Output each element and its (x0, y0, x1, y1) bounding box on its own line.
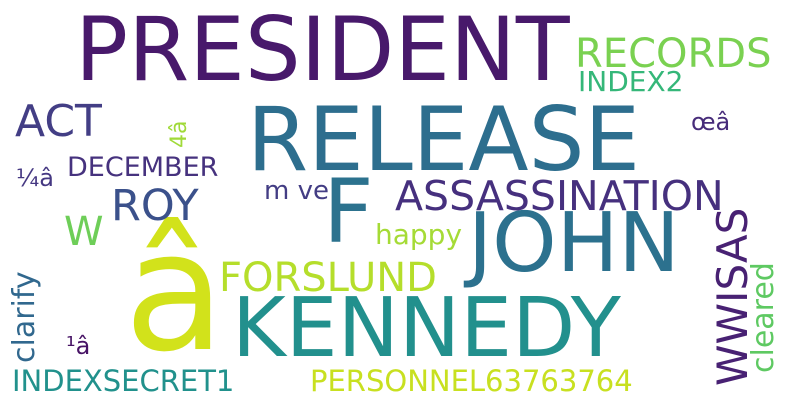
word-president: PRESIDENT (75, 0, 570, 101)
word-kennedy: KENNEDY (232, 281, 621, 376)
word-4a: 4â (167, 120, 192, 148)
word-act: ACT (15, 96, 102, 147)
word-release: RELEASE (247, 88, 641, 191)
word-f: F (323, 160, 374, 263)
word-w: W (64, 209, 104, 255)
word-a-hat-large: â (124, 196, 226, 388)
word-assassination: ASSASSINATION (395, 172, 724, 220)
word-one-a: ¹â (66, 332, 91, 360)
word-forslund: FORSLUND (219, 255, 437, 301)
word-quarter-a: ¼â (16, 164, 54, 192)
word-john: JOHN (468, 196, 680, 291)
word-index2: INDEX2 (578, 65, 684, 98)
word-indexsecret1: INDEXSECRET1 (12, 364, 235, 398)
word-happy: happy (375, 218, 463, 251)
word-oe-a: œâ (691, 108, 731, 136)
word-december: DECEMBER (67, 152, 219, 183)
word-cleared: cleared (746, 262, 781, 373)
word-clarify: clarify (7, 271, 42, 363)
word-records: RECORDS (575, 31, 772, 77)
word-roy: ROY (111, 181, 199, 231)
word-mve: m ve (264, 176, 329, 206)
word-personnel: PERSONNEL63763764 (310, 364, 633, 398)
